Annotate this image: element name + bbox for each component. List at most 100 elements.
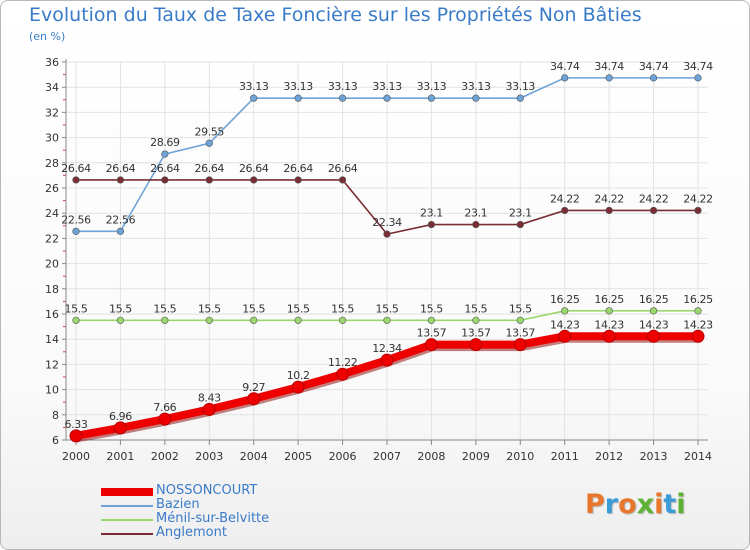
data-label-m-nil-sur-belvitte: 15.5 — [109, 302, 132, 315]
point-nossoncourt — [336, 367, 350, 381]
grid — [66, 61, 708, 441]
point-anglemont — [649, 206, 658, 215]
data-label-m-nil-sur-belvitte: 15.5 — [509, 302, 532, 315]
data-label-anglemont: 26.64 — [150, 162, 180, 175]
point-m-nil-sur-belvitte — [694, 307, 702, 315]
point-nossoncourt — [469, 338, 483, 352]
y-tick-label: 26 — [45, 182, 59, 195]
data-label-bazien: 33.13 — [283, 80, 313, 93]
point-bazien — [161, 150, 169, 158]
data-label-bazien: 33.13 — [417, 80, 447, 93]
point-m-nil-sur-belvitte — [338, 316, 347, 324]
x-tick-label: 2008 — [417, 450, 445, 463]
point-anglemont — [605, 206, 613, 215]
legend-label-anglemont: Anglemont — [156, 525, 227, 540]
point-nossoncourt — [558, 329, 572, 343]
legend-label-m-nil-sur-belvitte: Ménil-sur-Belvitte — [156, 511, 270, 526]
data-label-m-nil-sur-belvitte: 16.25 — [683, 293, 713, 306]
x-tick-label: 2006 — [329, 450, 357, 463]
x-tick-label: 2000 — [62, 450, 90, 463]
point-bazien — [561, 74, 569, 82]
data-label-nossoncourt: 14.23 — [639, 318, 669, 331]
point-nossoncourt — [247, 392, 261, 406]
data-label-nossoncourt: 13.57 — [461, 327, 491, 340]
data-label-anglemont: 26.64 — [328, 162, 358, 175]
data-label-m-nil-sur-belvitte: 15.5 — [287, 302, 310, 315]
data-label-m-nil-sur-belvitte: 15.5 — [464, 302, 487, 315]
data-label-m-nil-sur-belvitte: 16.25 — [639, 293, 669, 306]
y-tick-label: 14 — [45, 333, 59, 346]
point-bazien — [294, 94, 302, 102]
y-tick-label: 36 — [45, 56, 59, 69]
data-label-nossoncourt: 8.43 — [198, 391, 221, 404]
data-label-bazien: 34.74 — [683, 60, 713, 73]
point-bazien — [516, 94, 524, 102]
data-label-m-nil-sur-belvitte: 15.5 — [65, 302, 88, 315]
data-label-bazien: 33.13 — [461, 80, 491, 93]
y-tick-label: 22 — [45, 232, 59, 245]
data-labels: 22.56 22.56 28.69 29.55 33.13 33.13 33.13 33.13… — [61, 60, 713, 431]
point-anglemont — [72, 176, 80, 184]
point-bazien — [472, 94, 480, 102]
data-label-nossoncourt: 7.66 — [153, 401, 176, 414]
point-bazien — [116, 227, 125, 235]
series-layer — [69, 74, 705, 443]
data-label-m-nil-sur-belvitte: 16.25 — [594, 293, 624, 306]
x-tick-label: 2012 — [595, 450, 623, 463]
data-label-m-nil-sur-belvitte: 15.5 — [242, 302, 265, 315]
point-anglemont — [383, 230, 391, 238]
data-label-bazien: 33.13 — [506, 80, 536, 93]
point-nossoncourt — [424, 338, 438, 352]
point-m-nil-sur-belvitte — [472, 316, 480, 324]
x-tick-label: 2010 — [506, 450, 534, 463]
logo-letter: r — [604, 489, 619, 520]
point-m-nil-sur-belvitte — [649, 307, 658, 315]
point-bazien — [205, 139, 213, 147]
data-label-m-nil-sur-belvitte: 15.5 — [376, 302, 399, 315]
x-tick-label: 2003 — [195, 450, 223, 463]
data-label-nossoncourt: 13.57 — [506, 327, 536, 340]
data-label-m-nil-sur-belvitte: 16.25 — [550, 293, 580, 306]
data-label-anglemont: 23.1 — [420, 207, 443, 220]
y-tick-label: 8 — [52, 409, 59, 422]
point-bazien — [605, 74, 613, 82]
legend-label-nossoncourt: NOSSONCOURT — [156, 483, 258, 498]
point-anglemont — [250, 176, 258, 184]
data-label-anglemont: 24.22 — [683, 192, 713, 205]
data-label-bazien: 33.13 — [328, 80, 358, 93]
logo-letter: i — [676, 489, 686, 520]
proxiti-logo: Proxiti — [585, 489, 686, 520]
point-m-nil-sur-belvitte — [294, 316, 302, 324]
data-label-bazien: 34.74 — [550, 60, 580, 73]
point-nossoncourt — [113, 421, 127, 435]
x-tick-label: 2004 — [240, 450, 268, 463]
unit-label: (en %) — [29, 30, 66, 43]
data-label-m-nil-sur-belvitte: 15.5 — [153, 302, 176, 315]
y-tick-label: 32 — [45, 106, 59, 119]
point-nossoncourt — [380, 353, 394, 367]
data-label-anglemont: 26.64 — [195, 162, 225, 175]
data-label-bazien: 33.13 — [239, 80, 269, 93]
data-label-anglemont: 26.64 — [61, 162, 91, 175]
data-label-nossoncourt: 14.23 — [594, 318, 624, 331]
point-m-nil-sur-belvitte — [383, 316, 391, 324]
data-label-anglemont: 24.22 — [639, 192, 669, 205]
data-label-bazien: 34.74 — [639, 60, 669, 73]
point-nossoncourt — [202, 402, 216, 416]
data-label-nossoncourt: 10.2 — [287, 369, 310, 382]
data-label-nossoncourt: 11.22 — [328, 356, 358, 369]
point-nossoncourt — [513, 338, 527, 352]
point-m-nil-sur-belvitte — [205, 316, 213, 324]
point-bazien — [72, 227, 80, 235]
data-label-bazien: 22.56 — [61, 213, 91, 226]
data-label-m-nil-sur-belvitte: 15.5 — [198, 302, 221, 315]
point-nossoncourt — [158, 412, 172, 426]
chart-title: Evolution du Taux de Taxe Foncière sur l… — [29, 4, 642, 26]
data-label-anglemont: 26.64 — [239, 162, 269, 175]
data-label-m-nil-sur-belvitte: 15.5 — [420, 302, 443, 315]
point-anglemont — [338, 176, 347, 184]
data-label-nossoncourt: 6.33 — [65, 418, 88, 431]
point-bazien — [427, 94, 436, 102]
